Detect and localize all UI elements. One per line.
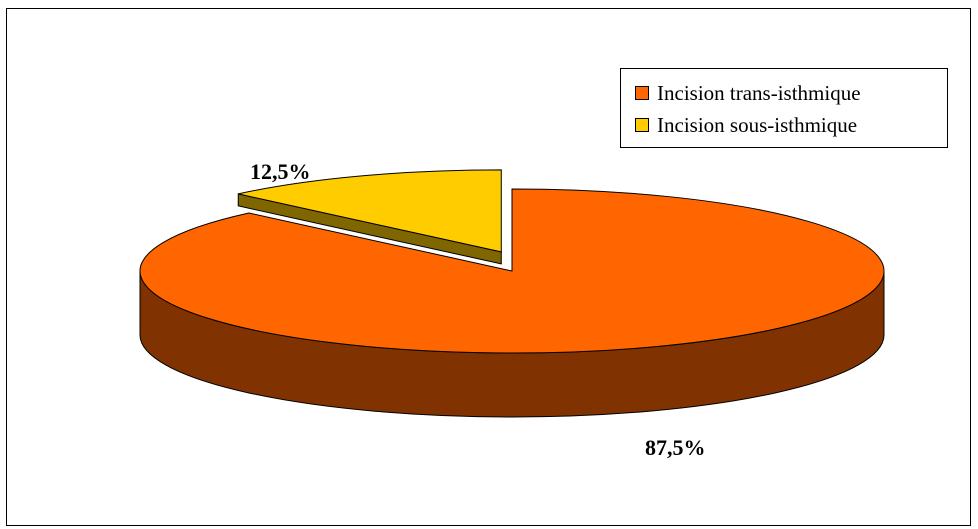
slice-sous-isthmique: [238, 169, 502, 253]
slice-trans-isthmique: [139, 188, 885, 354]
pie-chart: 87,5% 12,5%: [139, 159, 885, 460]
data-label-sous-isthmique: 12,5%: [250, 159, 311, 184]
chart-frame: 87,5% 12,5% Incision trans-isthmique Inci…: [6, 8, 971, 526]
legend-item-sous-isthmique: Incision sous-isthmique: [635, 111, 857, 139]
legend-swatch-sous-isthmique: [635, 118, 649, 132]
legend-swatch-trans-isthmique: [635, 86, 649, 100]
legend-item-trans-isthmique: Incision trans-isthmique: [635, 79, 861, 107]
data-label-trans-isthmique: 87,5%: [645, 435, 706, 460]
legend: Incision trans-isthmique Incision sous-i…: [620, 68, 948, 148]
legend-label-sous-isthmique: Incision sous-isthmique: [657, 112, 858, 137]
legend-label-trans-isthmique: Incision trans-isthmique: [657, 80, 861, 105]
